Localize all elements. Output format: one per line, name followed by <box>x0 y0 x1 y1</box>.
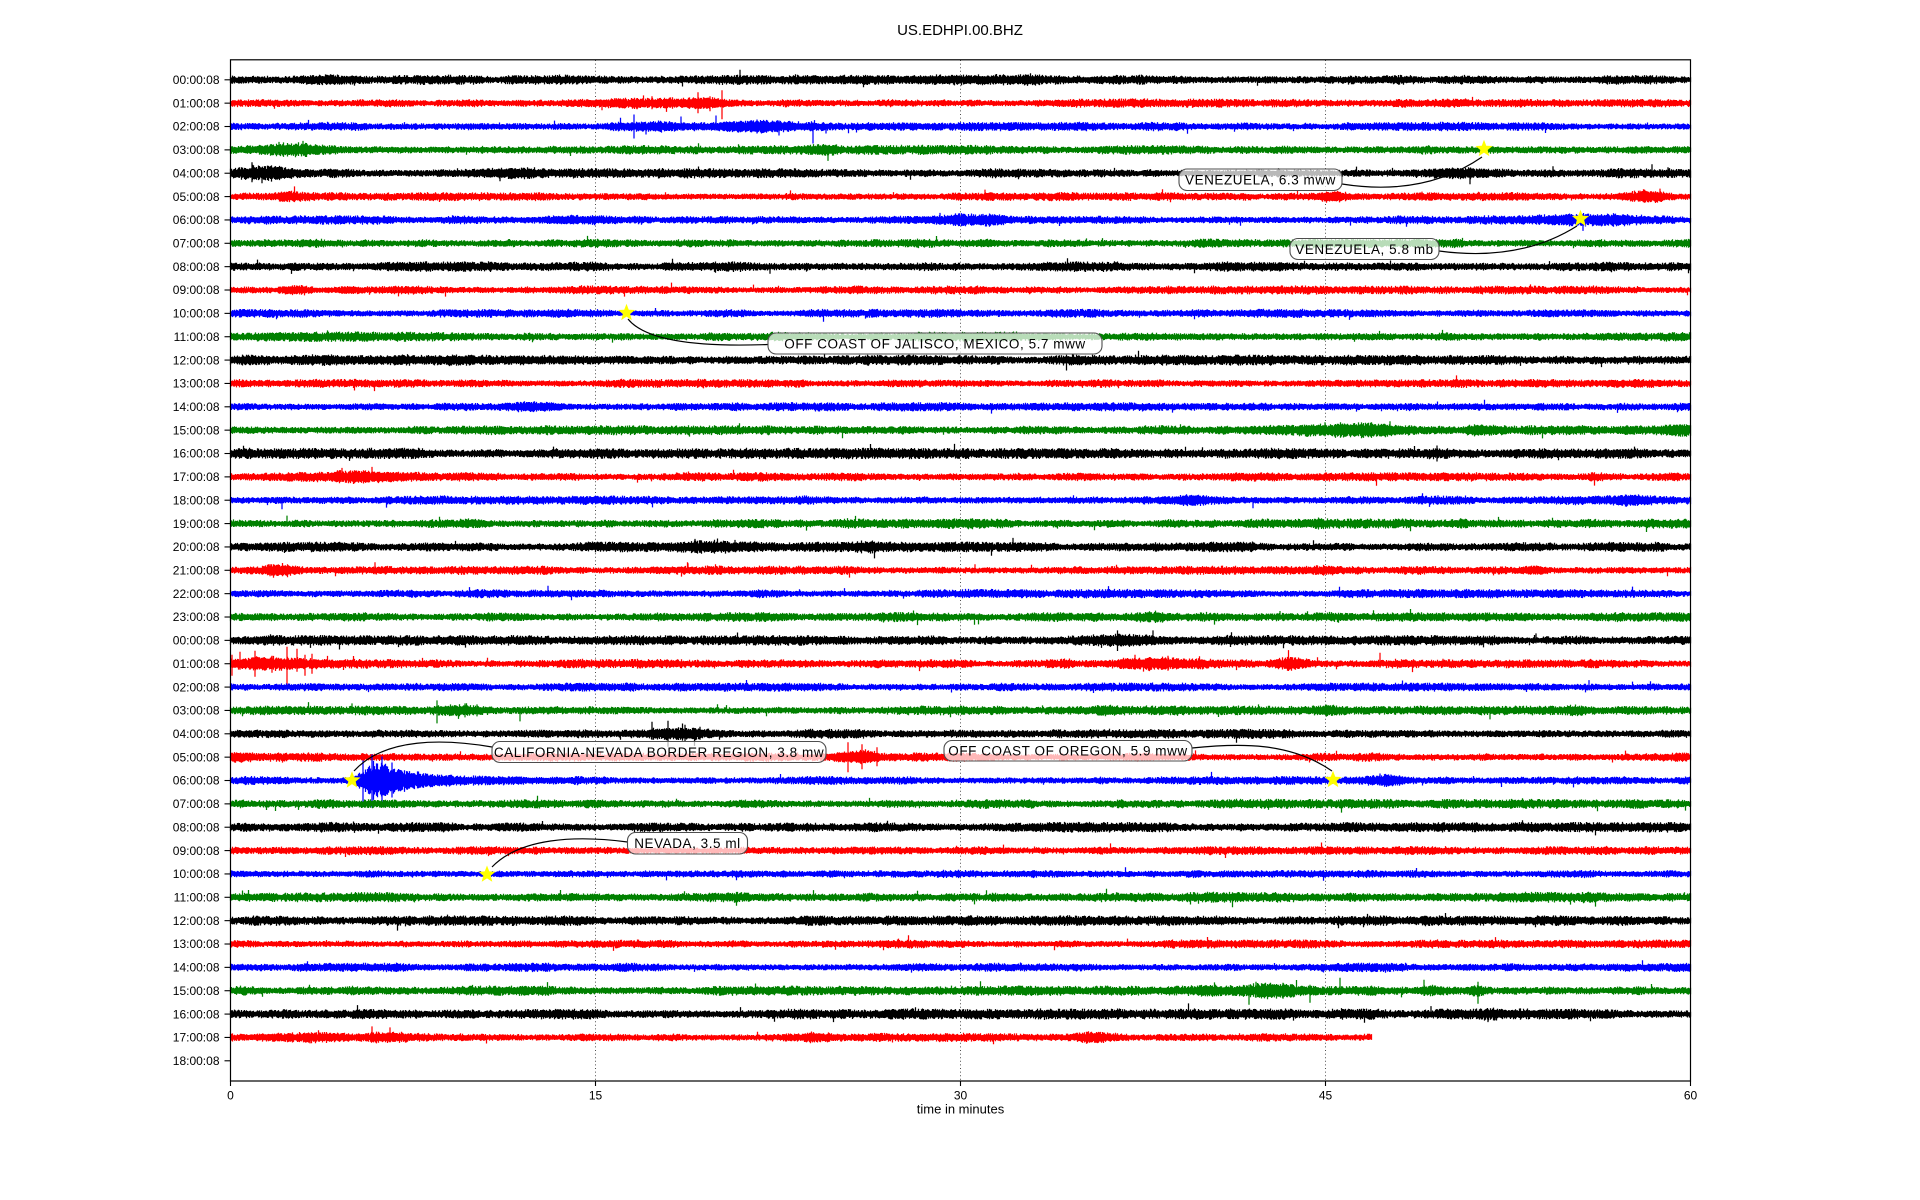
svg-text:23:00:08: 23:00:08 <box>173 610 220 624</box>
svg-text:01:00:08: 01:00:08 <box>173 96 220 110</box>
svg-text:OFF COAST OF OREGON, 5.9 mww: OFF COAST OF OREGON, 5.9 mww <box>948 744 1187 759</box>
svg-text:03:00:08: 03:00:08 <box>173 143 220 157</box>
svg-text:13:00:08: 13:00:08 <box>173 937 220 951</box>
svg-text:16:00:08: 16:00:08 <box>173 447 220 461</box>
svg-text:06:00:08: 06:00:08 <box>173 774 220 788</box>
svg-text:22:00:08: 22:00:08 <box>173 587 220 601</box>
svg-text:VENEZUELA, 5.8 mb: VENEZUELA, 5.8 mb <box>1295 242 1433 257</box>
svg-text:17:00:08: 17:00:08 <box>173 470 220 484</box>
svg-text:12:00:08: 12:00:08 <box>173 353 220 367</box>
svg-text:18:00:08: 18:00:08 <box>173 1054 220 1068</box>
svg-text:05:00:08: 05:00:08 <box>173 750 220 764</box>
svg-text:US.EDHPI.00.BHZ: US.EDHPI.00.BHZ <box>897 22 1023 39</box>
svg-text:01:00:08: 01:00:08 <box>173 657 220 671</box>
svg-text:10:00:08: 10:00:08 <box>173 867 220 881</box>
svg-text:NEVADA, 3.5 ml: NEVADA, 3.5 ml <box>634 836 740 851</box>
svg-text:time in minutes: time in minutes <box>917 1102 1005 1117</box>
svg-text:30: 30 <box>954 1089 968 1103</box>
svg-text:0: 0 <box>227 1089 234 1103</box>
svg-text:11:00:08: 11:00:08 <box>174 891 220 905</box>
svg-text:10:00:08: 10:00:08 <box>173 307 220 321</box>
svg-text:04:00:08: 04:00:08 <box>173 166 220 180</box>
svg-text:15: 15 <box>589 1089 603 1103</box>
svg-text:04:00:08: 04:00:08 <box>173 727 220 741</box>
svg-text:09:00:08: 09:00:08 <box>173 844 220 858</box>
svg-text:06:00:08: 06:00:08 <box>173 213 220 227</box>
svg-text:11:00:08: 11:00:08 <box>174 330 220 344</box>
svg-text:14:00:08: 14:00:08 <box>173 400 220 414</box>
svg-text:00:00:08: 00:00:08 <box>173 634 220 648</box>
svg-text:VENEZUELA, 6.3 mww: VENEZUELA, 6.3 mww <box>1185 173 1336 188</box>
svg-text:19:00:08: 19:00:08 <box>173 517 220 531</box>
svg-text:02:00:08: 02:00:08 <box>173 120 220 134</box>
svg-text:08:00:08: 08:00:08 <box>173 820 220 834</box>
svg-text:07:00:08: 07:00:08 <box>173 237 220 251</box>
svg-text:16:00:08: 16:00:08 <box>173 1007 220 1021</box>
svg-text:20:00:08: 20:00:08 <box>173 540 220 554</box>
svg-text:15:00:08: 15:00:08 <box>173 984 220 998</box>
svg-text:03:00:08: 03:00:08 <box>173 704 220 718</box>
svg-text:12:00:08: 12:00:08 <box>173 914 220 928</box>
svg-text:15:00:08: 15:00:08 <box>173 423 220 437</box>
svg-text:OFF COAST OF JALISCO, MEXICO,: OFF COAST OF JALISCO, MEXICO, 5.7 mww <box>784 336 1085 351</box>
svg-text:05:00:08: 05:00:08 <box>173 190 220 204</box>
svg-text:09:00:08: 09:00:08 <box>173 283 220 297</box>
svg-text:17:00:08: 17:00:08 <box>173 1031 220 1045</box>
svg-text:08:00:08: 08:00:08 <box>173 260 220 274</box>
svg-text:45: 45 <box>1319 1089 1333 1103</box>
svg-text:CALIFORNIA-NEVADA BORDER REGIO: CALIFORNIA-NEVADA BORDER REGION, 3.8 mw <box>494 745 824 760</box>
svg-text:07:00:08: 07:00:08 <box>173 797 220 811</box>
svg-text:21:00:08: 21:00:08 <box>173 564 220 578</box>
svg-text:13:00:08: 13:00:08 <box>173 377 220 391</box>
svg-text:14:00:08: 14:00:08 <box>173 961 220 975</box>
svg-text:02:00:08: 02:00:08 <box>173 680 220 694</box>
svg-text:18:00:08: 18:00:08 <box>173 493 220 507</box>
svg-text:60: 60 <box>1684 1089 1698 1103</box>
svg-text:00:00:08: 00:00:08 <box>173 73 220 87</box>
